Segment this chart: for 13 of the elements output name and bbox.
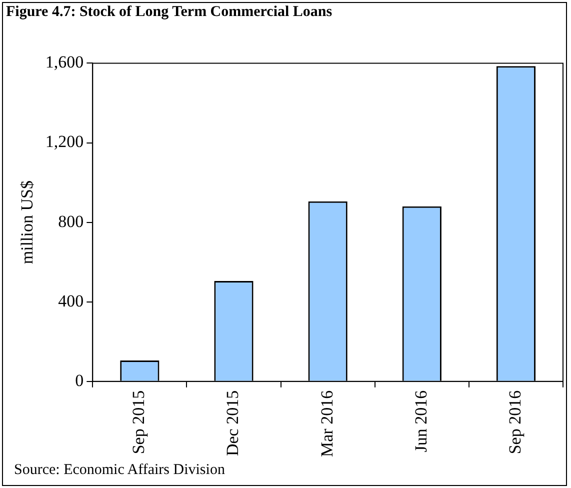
x-tick-label: Jun 2016 xyxy=(411,390,430,452)
x-tick-label: Mar 2016 xyxy=(317,390,336,458)
x-tick-label: Sep 2015 xyxy=(129,390,148,454)
y-tick-label: 1,200 xyxy=(45,132,84,152)
x-tick-label: Sep 2016 xyxy=(505,390,524,454)
y-tick-label: 0 xyxy=(75,370,84,390)
y-tick-label: 1,600 xyxy=(45,52,84,72)
y-axis-title: million US$ xyxy=(18,180,37,264)
source-note: Source: Economic Affairs Division xyxy=(14,462,225,479)
x-tick-label: Dec 2015 xyxy=(223,390,242,456)
y-tick-label: 400 xyxy=(58,291,84,310)
y-tick-label: 800 xyxy=(58,212,84,231)
chart-title: Figure 4.7: Stock of Long Term Commercial Loans xyxy=(6,4,332,21)
